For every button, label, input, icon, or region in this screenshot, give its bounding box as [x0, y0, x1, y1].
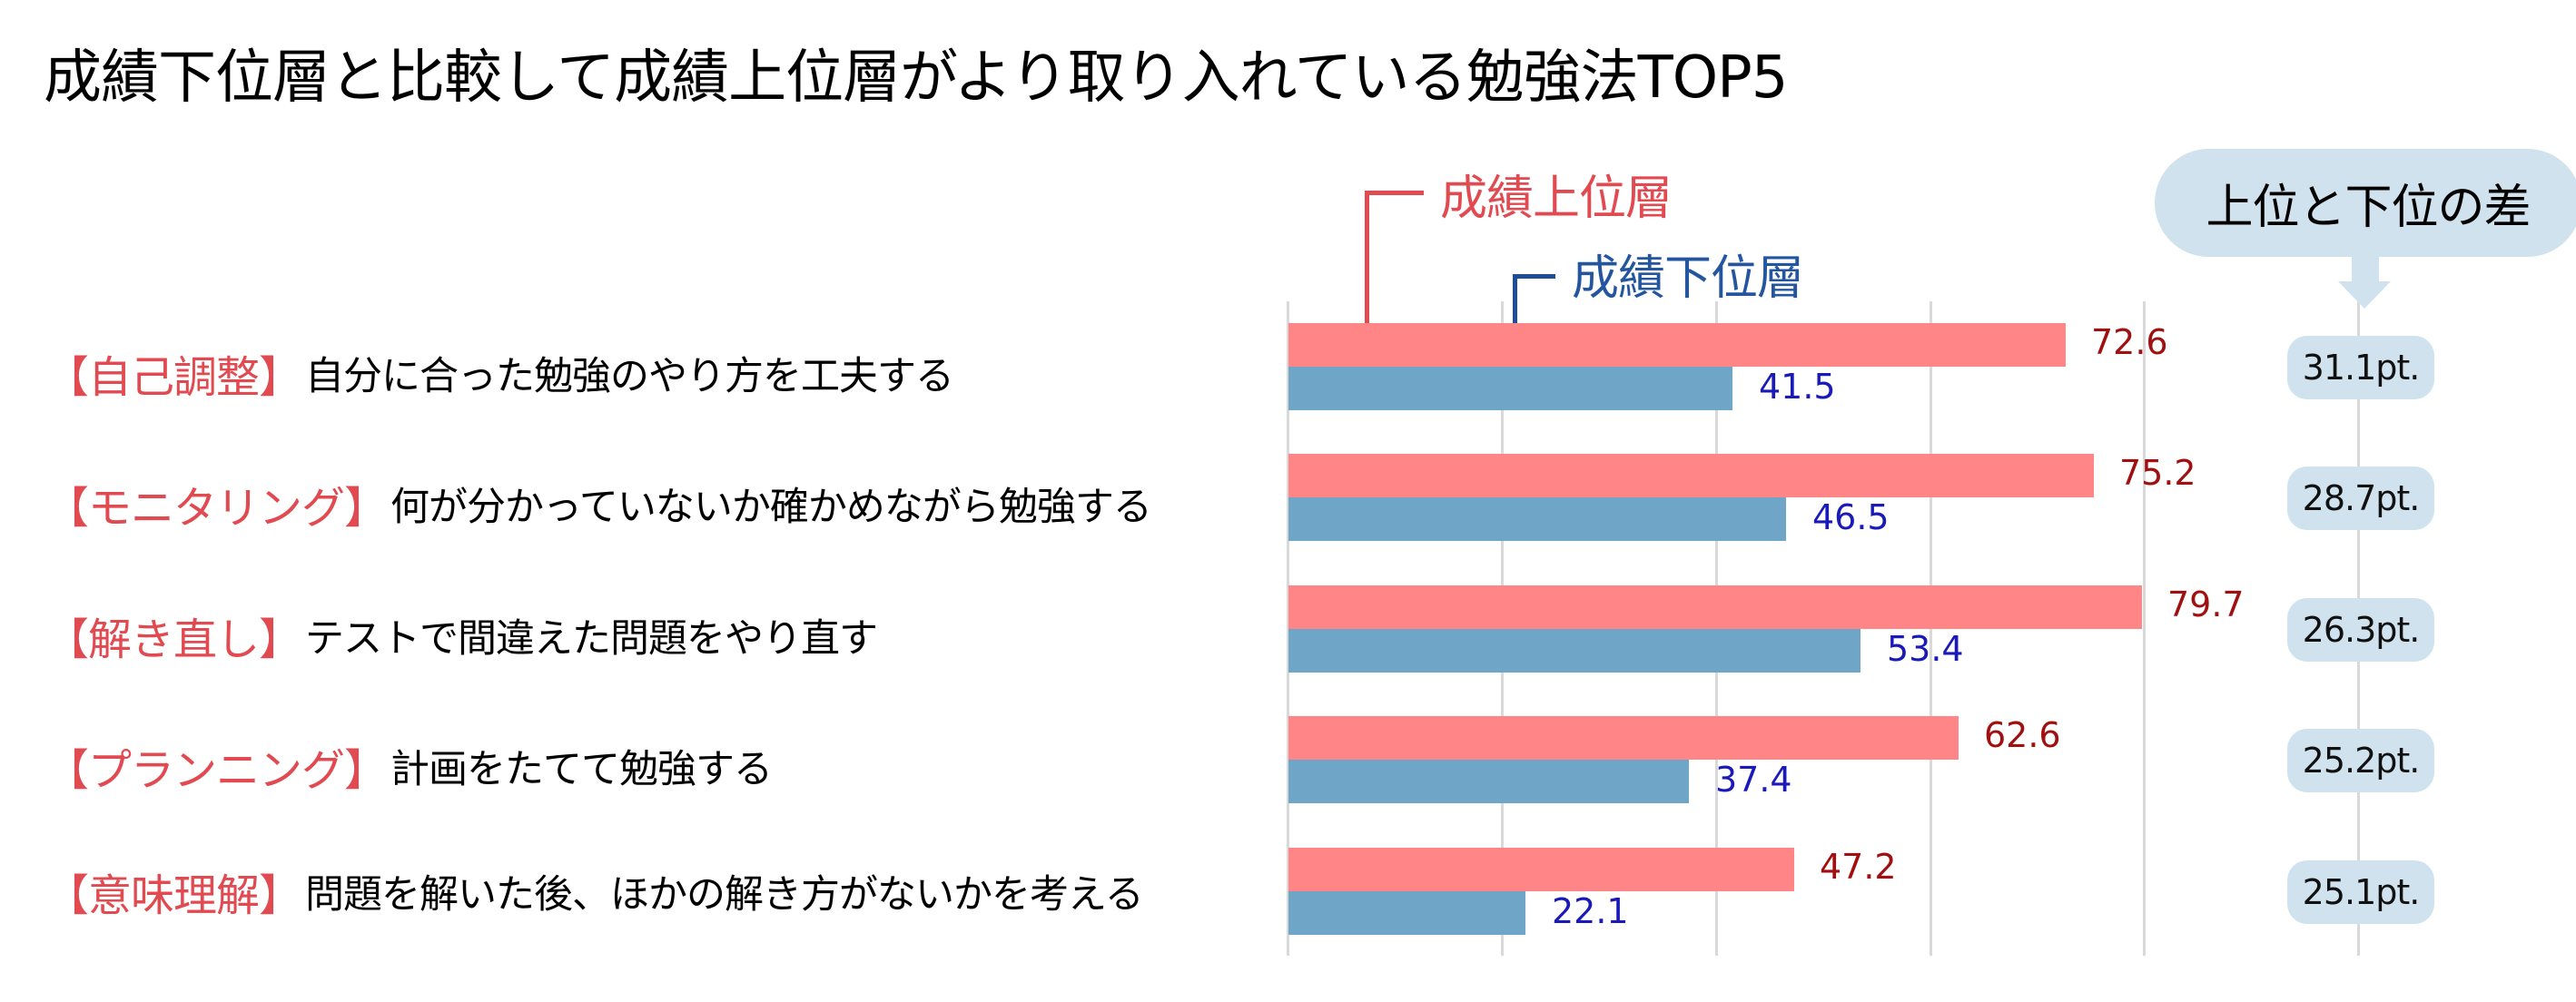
bar-upper: [1288, 848, 1794, 891]
bar-lower: [1288, 760, 1689, 803]
diff-badge: 31.1pt.: [2287, 336, 2434, 399]
diff-badge: 26.3pt.: [2287, 598, 2434, 662]
value-upper: 75.2: [2119, 453, 2196, 493]
bar-upper: [1288, 454, 2094, 497]
gridline-0: [1287, 301, 1289, 956]
bar-upper: [1288, 716, 1959, 760]
row-label: 【解き直し】 テストで間違えた問題をやり直す: [45, 608, 878, 665]
down-arrow-shaft: [2352, 256, 2379, 282]
gridline-80: [2143, 301, 2146, 956]
category-tag: 【モニタリング】: [45, 483, 388, 534]
category-description: 問題を解いた後、ほかの解き方がないかを考える: [305, 872, 1144, 918]
category-description: テストで間違えた問題をやり直す: [305, 616, 878, 662]
row-label: 【モニタリング】 何が分かっていないか確かめながら勉強する: [45, 476, 1152, 534]
diff-header-bubble: 上位と下位の差: [2155, 149, 2576, 257]
legend-upper-leader-horizontal: [1365, 191, 1424, 195]
diff-header-label: 上位と下位の差: [2206, 181, 2531, 235]
value-lower: 41.5: [1759, 367, 1836, 407]
bar-lower: [1288, 367, 1732, 410]
value-lower: 53.4: [1887, 629, 1964, 669]
bar-lower: [1288, 629, 1860, 673]
legend-upper-leader-vertical: [1365, 191, 1369, 336]
down-arrow-icon: [2338, 281, 2391, 309]
value-upper: 62.6: [1984, 715, 2061, 755]
bar-lower: [1288, 891, 1525, 935]
row-label: 【意味理解】 問題を解いた後、ほかの解き方がないかを考える: [45, 864, 1144, 921]
legend-lower-label: 成績下位層: [1572, 251, 1804, 306]
category-tag: 【意味理解】: [45, 870, 302, 921]
row-label: 【自己調整】 自分に合った勉強のやり方を工夫する: [45, 346, 954, 403]
category-tag: 【自己調整】: [45, 352, 302, 403]
bar-upper: [1288, 585, 2142, 629]
value-lower: 37.4: [1715, 760, 1792, 800]
value-lower: 46.5: [1812, 497, 1890, 537]
bar-upper: [1288, 323, 2066, 367]
value-lower: 22.1: [1552, 891, 1629, 931]
value-upper: 47.2: [1820, 847, 1897, 887]
diff-badge: 28.7pt.: [2287, 467, 2434, 530]
bar-lower: [1288, 497, 1786, 541]
diff-badge: 25.1pt.: [2287, 860, 2434, 924]
category-description: 自分に合った勉強のやり方を工夫する: [305, 354, 954, 399]
row-label: 【プランニング】 計画をたてて勉強する: [45, 739, 773, 796]
value-upper: 72.6: [2091, 322, 2168, 362]
diff-badge: 25.2pt.: [2287, 729, 2434, 792]
category-tag: 【プランニング】: [45, 745, 388, 796]
category-tag: 【解き直し】: [45, 614, 302, 665]
value-upper: 79.7: [2167, 584, 2245, 624]
category-description: 何が分かっていないか確かめながら勉強する: [390, 485, 1152, 530]
chart-title: 成績下位層と比較して成績上位層がより取り入れている勉強法TOP5: [44, 44, 1788, 112]
legend-lower-leader-horizontal: [1513, 274, 1555, 279]
legend-upper-label: 成績上位層: [1440, 172, 1673, 226]
category-description: 計画をたてて勉強する: [390, 747, 773, 792]
